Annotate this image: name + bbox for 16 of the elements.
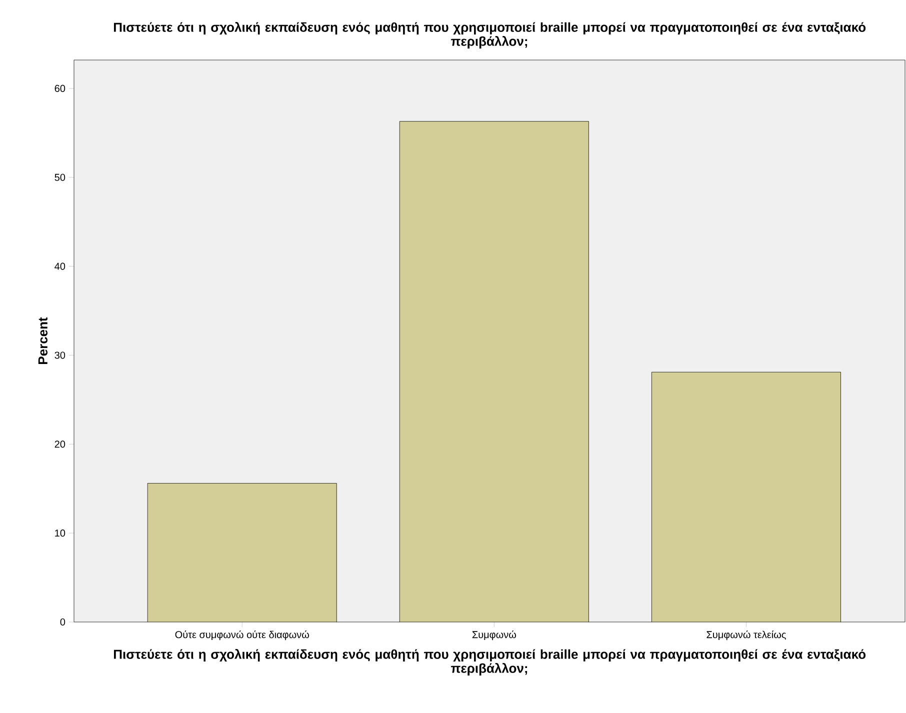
bar [147, 483, 337, 622]
y-tick-label: 30 [54, 352, 66, 359]
x-tick-label: Συμφωνώ τελείως [706, 630, 786, 640]
y-tick-label: 60 [54, 84, 66, 92]
bar [400, 121, 589, 622]
chart-title: Πιστεύετε ότι η σχολική εκπαίδευση ενός μαθητή που χρησιμοποιεί braille μπορεί να πραγματοποιηθεί σε ένα ενταξιακό περιβάλλον; [114, 22, 866, 48]
y-axis-title: Percent [38, 317, 48, 364]
x-axis-title: Πιστεύετε ότι η σχολική εκπαίδευση ενός μαθητή που χρησιμοποιεί braille μπορεί να πραγματοποιηθεί σε ένα ενταξιακό περιβάλλον; [114, 649, 866, 676]
x-tick-label: Ούτε συμφωνώ ούτε διαφωνώ [175, 630, 310, 640]
y-tick-label: 50 [54, 174, 66, 181]
y-tick-label: 40 [54, 262, 66, 270]
y-tick-label: 20 [54, 440, 66, 448]
x-tick-label: Συμφωνώ [472, 630, 516, 640]
y-tick-label: 0 [60, 618, 66, 626]
y-tick-label: 10 [55, 530, 66, 537]
bar [651, 372, 841, 622]
